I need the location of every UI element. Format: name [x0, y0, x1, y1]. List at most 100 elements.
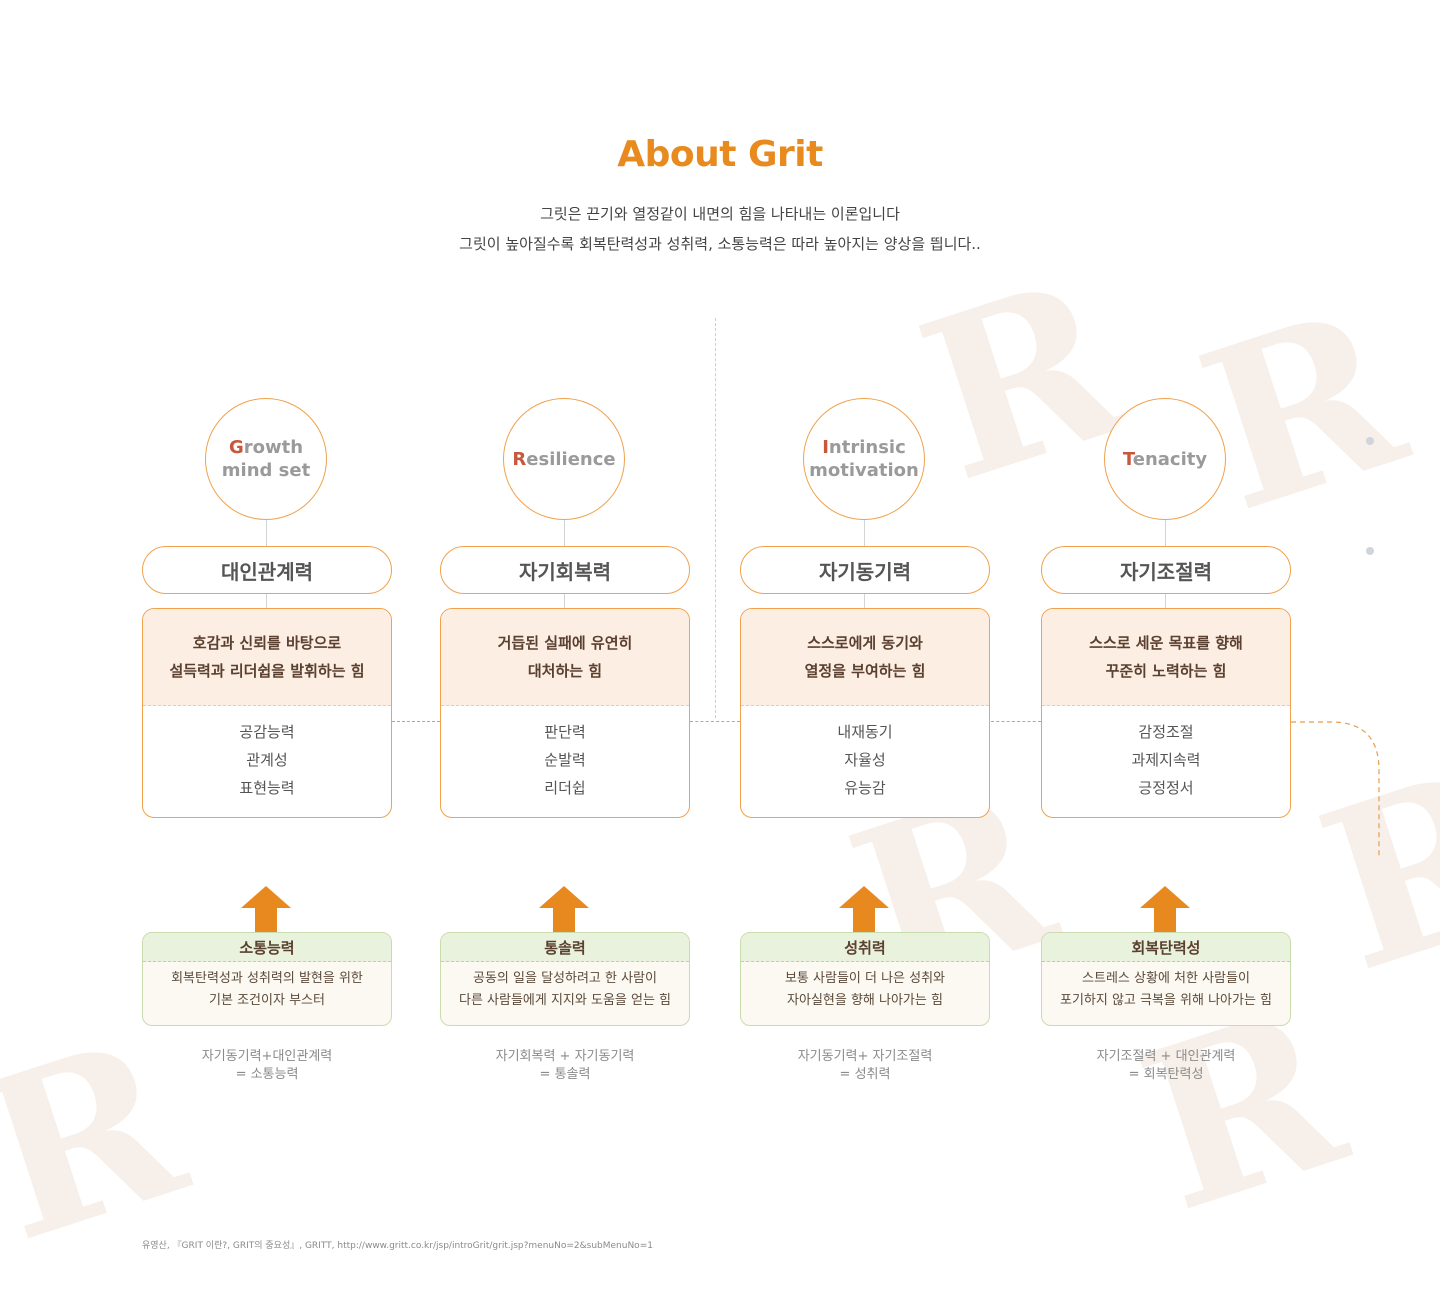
up-arrow-icon: [1140, 886, 1190, 934]
background-watermark: R: [1174, 258, 1429, 561]
subtitle-line: 그릿은 끈기와 열정같이 내면의 힘을 나타내는 이론입니다: [540, 205, 900, 223]
formula: 자기동기력+대인관계력 = 소통능력: [142, 1048, 392, 1084]
description-line: 열정을 부여하는 힘: [804, 662, 926, 680]
description-line: 스스로 세운 목표를 향해: [1089, 634, 1243, 652]
formula-result: = 통솔력: [539, 1067, 591, 1082]
trait-item: 순발력: [544, 751, 586, 769]
description-line: 스스로에게 동기와: [807, 634, 923, 652]
description-line: 설득력과 리더쉽을 발휘하는 힘: [169, 662, 365, 680]
up-arrow-icon: [539, 886, 589, 934]
formula-result: = 성취력: [839, 1067, 891, 1082]
trait-description: 거듭된 실패에 유연히 대처하는 힘: [441, 609, 689, 706]
trait-pill: 대인관계력: [142, 546, 392, 594]
trait-item: 과제지속력: [1131, 751, 1201, 769]
trait-item: 자율성: [844, 751, 886, 769]
trait-pill: 자기조절력: [1041, 546, 1291, 594]
trait-card: 거듭된 실패에 유연히 대처하는 힘 판단력 순발력 리더쉽: [440, 608, 690, 818]
trait-items: 판단력 순발력 리더쉽: [441, 706, 689, 802]
outcome-description-line: 공동의 일을 달성하려고 한 사람이: [473, 971, 657, 986]
outcome-title: 성취력: [741, 933, 989, 962]
concept-initial: I: [822, 437, 829, 458]
center-divider: [715, 318, 716, 718]
concept-name: enacity: [1132, 448, 1208, 470]
trait-card: 스스로 세운 목표를 향해 꾸준히 노력하는 힘 감정조절 과제지속력 긍정정서: [1041, 608, 1291, 818]
trait-items: 내재동기 자율성 유능감: [741, 706, 989, 802]
pagination-dot[interactable]: [1366, 437, 1374, 445]
connector-stem: [1165, 594, 1166, 608]
trait-item: 유능감: [844, 779, 886, 797]
concept-initial: G: [228, 437, 244, 458]
trait-item: 감정조절: [1138, 723, 1194, 741]
concept-circle: Intrinsic motivation: [803, 398, 925, 520]
trait-card: 스스로에게 동기와 열정을 부여하는 힘 내재동기 자율성 유능감: [740, 608, 990, 818]
connector-stem: [266, 520, 267, 546]
trait-items: 공감능력 관계성 표현능력: [143, 706, 391, 802]
connector-stem: [564, 520, 565, 546]
outcome-description-line: 보통 사람들이 더 나은 성취와: [784, 971, 946, 986]
description-line: 거듭된 실패에 유연히: [497, 634, 633, 652]
outcome-description: 스트레스 상황에 처한 사람들이 포기하지 않고 극복을 위해 나아가는 힘: [1042, 962, 1290, 1012]
curved-connector: [1291, 721, 1380, 858]
description-line: 꾸준히 노력하는 힘: [1105, 662, 1227, 680]
trait-pill: 자기회복력: [440, 546, 690, 594]
concept-circle: Resilience: [503, 398, 625, 520]
connector-stem: [564, 594, 565, 608]
formula-result: = 회복탄력성: [1128, 1067, 1204, 1082]
concept-name: esilience: [526, 448, 616, 470]
concept-name-line2: mind set: [221, 460, 311, 481]
trait-card: 호감과 신뢰를 바탕으로 설득력과 리더쉽을 발휘하는 힘 공감능력 관계성 표…: [142, 608, 392, 818]
outcome-box: 소통능력 회복탄력성과 성취력의 발현을 위한 기본 조건이자 부스터: [142, 932, 392, 1026]
concept-initial: R: [512, 448, 527, 470]
concept-initial: T: [1122, 448, 1133, 470]
outcome-description-line: 회복탄력성과 성취력의 발현을 위한: [171, 971, 363, 986]
formula-line: 자기회복력 + 자기동기력: [495, 1049, 635, 1064]
concept-name-line2: motivation: [809, 460, 919, 481]
outcome-description-line: 포기하지 않고 극복을 위해 나아가는 힘: [1059, 993, 1273, 1008]
formula: 자기동기력+ 자기조절력 = 성취력: [740, 1048, 990, 1084]
outcome-title: 회복탄력성: [1042, 933, 1290, 962]
concept-circle: Growth mind set: [205, 398, 327, 520]
outcome-description-line: 기본 조건이자 부스터: [209, 993, 325, 1008]
concept-circle: Tenacity: [1104, 398, 1226, 520]
formula-line: 자기동기력+ 자기조절력: [797, 1049, 933, 1064]
concept-name: rowth: [243, 437, 304, 458]
outcome-box: 회복탄력성 스트레스 상황에 처한 사람들이 포기하지 않고 극복을 위해 나아…: [1041, 932, 1291, 1026]
connector-line: [991, 721, 1041, 722]
source-citation: 유영산, 『GRIT 이란?, GRIT의 중요성』, GRITT, http:…: [142, 1241, 653, 1251]
trait-item: 표현능력: [239, 779, 295, 797]
description-line: 호감과 신뢰를 바탕으로: [192, 634, 342, 652]
outcome-title: 통솔력: [441, 933, 689, 962]
trait-item: 판단력: [544, 723, 586, 741]
concept-name: ntrinsic: [828, 437, 906, 458]
trait-item: 내재동기: [837, 723, 893, 741]
connector-stem: [1165, 520, 1166, 546]
up-arrow-icon: [241, 886, 291, 934]
subtitle-line: 그릿이 높아질수록 회복탄력성과 성취력, 소통능력은 따라 높아지는 양상을 …: [459, 235, 981, 253]
trait-items: 감정조절 과제지속력 긍정정서: [1042, 706, 1290, 802]
outcome-description: 공동의 일을 달성하려고 한 사람이 다른 사람들에게 지지와 도움을 얻는 힘: [441, 962, 689, 1012]
outcome-description-line: 자아실현을 향해 나아가는 힘: [787, 993, 943, 1008]
connector-stem: [266, 594, 267, 608]
connector-line: [392, 721, 440, 722]
trait-pill: 자기동기력: [740, 546, 990, 594]
outcome-description-line: 스트레스 상황에 처한 사람들이: [1082, 971, 1250, 986]
trait-item: 관계성: [246, 751, 288, 769]
connector-line: [690, 721, 740, 722]
trait-description: 스스로에게 동기와 열정을 부여하는 힘: [741, 609, 989, 706]
formula-result: = 소통능력: [235, 1067, 299, 1082]
page-title: About Grit: [617, 134, 823, 175]
formula: 자기조절력 + 대인관계력 = 회복탄력성: [1041, 1048, 1291, 1084]
trait-description: 스스로 세운 목표를 향해 꾸준히 노력하는 힘: [1042, 609, 1290, 706]
trait-item: 긍정정서: [1138, 779, 1194, 797]
formula-line: 자기동기력+대인관계력: [201, 1049, 333, 1064]
outcome-description-line: 다른 사람들에게 지지와 도움을 얻는 힘: [458, 993, 672, 1008]
connector-stem: [864, 594, 865, 608]
outcome-box: 성취력 보통 사람들이 더 나은 성취와 자아실현을 향해 나아가는 힘: [740, 932, 990, 1026]
formula-line: 자기조절력 + 대인관계력: [1096, 1049, 1236, 1064]
outcome-box: 통솔력 공동의 일을 달성하려고 한 사람이 다른 사람들에게 지지와 도움을 …: [440, 932, 690, 1026]
up-arrow-icon: [839, 886, 889, 934]
trait-item: 공감능력: [239, 723, 295, 741]
outcome-title: 소통능력: [143, 933, 391, 962]
pagination-dot[interactable]: [1366, 547, 1374, 555]
formula: 자기회복력 + 자기동기력 = 통솔력: [440, 1048, 690, 1084]
